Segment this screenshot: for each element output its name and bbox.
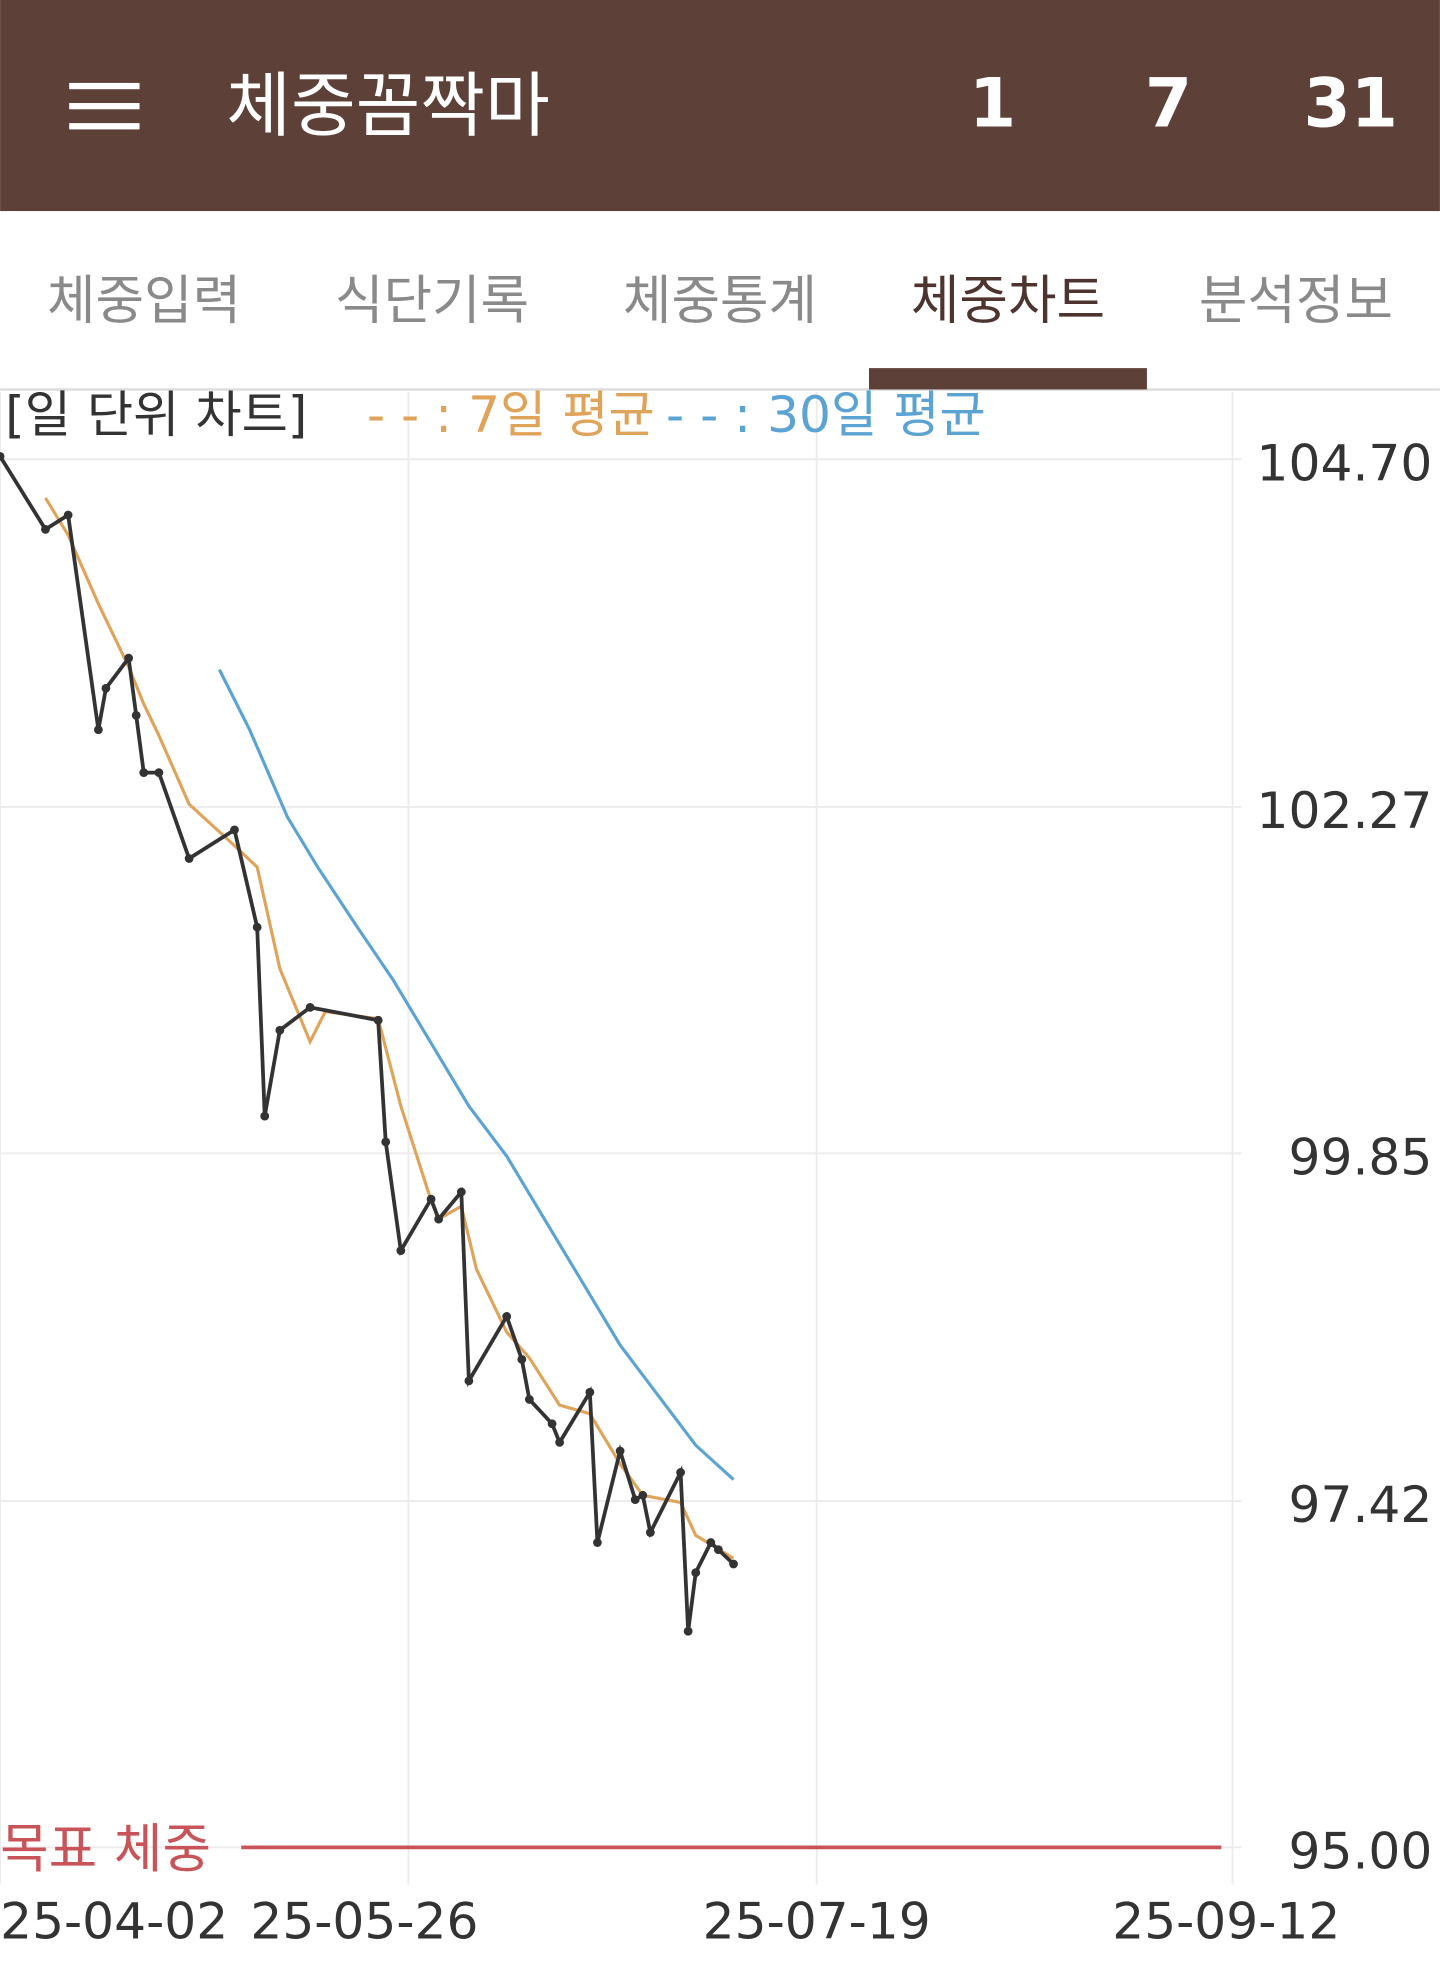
y-tick-label: 99.85 <box>1289 1127 1433 1186</box>
data-point <box>260 1111 270 1121</box>
data-point <box>615 1446 625 1456</box>
data-point <box>93 725 103 735</box>
menu-bar <box>69 82 140 90</box>
goal-label: 목표 체중 <box>0 1819 211 1880</box>
data-point <box>184 854 194 863</box>
data-point <box>41 524 50 534</box>
data-point <box>154 768 164 778</box>
legend-entry: - - : 7일 평균 <box>367 385 655 444</box>
data-point <box>676 1468 685 1477</box>
data-point <box>456 1187 466 1197</box>
data-point <box>706 1538 716 1547</box>
tab[interactable]: 체중통계 <box>623 271 817 332</box>
series-line <box>217 668 735 1481</box>
y-tick-label: 95.00 <box>1289 1821 1433 1880</box>
x-tick-label: 25-07-19 <box>703 1891 931 1950</box>
x-tick-label: 25-09-12 <box>1112 1891 1340 1950</box>
data-point <box>101 683 111 693</box>
data-point <box>502 1312 512 1321</box>
data-point <box>124 653 134 663</box>
range-button[interactable]: 1 <box>969 64 1016 143</box>
data-point <box>714 1545 723 1555</box>
data-point <box>396 1246 406 1256</box>
tab[interactable]: 체중차트 <box>911 271 1105 332</box>
data-point <box>434 1214 444 1224</box>
tab[interactable]: 분석정보 <box>1199 271 1393 332</box>
x-tick-label: 25-04-02 <box>0 1891 228 1950</box>
tab-indicator <box>869 368 1147 390</box>
data-point <box>373 1015 383 1025</box>
x-tick-label: 25-05-26 <box>250 1891 478 1950</box>
y-tick-label: 102.27 <box>1257 781 1433 840</box>
data-point <box>593 1538 602 1547</box>
data-point <box>0 451 5 461</box>
data-point <box>517 1354 527 1364</box>
data-point <box>139 768 149 778</box>
data-point <box>381 1137 391 1147</box>
data-point <box>683 1626 693 1636</box>
data-point <box>252 922 262 932</box>
tab[interactable]: 식단기록 <box>335 271 529 332</box>
chart-title: [일 단위 차트] <box>5 385 307 444</box>
legend-entry: - - : 30일 평균 <box>666 385 986 444</box>
data-point <box>638 1490 648 1500</box>
data-point <box>645 1528 655 1537</box>
data-point <box>426 1194 436 1204</box>
data-point <box>585 1387 595 1397</box>
range-button[interactable]: 31 <box>1304 64 1398 143</box>
y-tick-label: 104.70 <box>1257 433 1433 492</box>
data-point <box>547 1419 557 1429</box>
data-point <box>691 1568 701 1577</box>
data-point <box>464 1376 474 1386</box>
menu-bar <box>69 103 140 110</box>
data-point <box>729 1559 738 1569</box>
data-point <box>131 711 141 720</box>
range-button[interactable]: 7 <box>1145 64 1192 143</box>
data-point <box>305 1002 315 1012</box>
data-point <box>275 1025 285 1035</box>
data-point <box>230 825 239 835</box>
data-point <box>630 1495 640 1505</box>
data-point <box>63 510 73 520</box>
series-line <box>0 455 735 1632</box>
data-point <box>524 1395 534 1404</box>
menu-bar <box>69 123 140 130</box>
data-point <box>555 1437 565 1447</box>
app-title: 체중꼼짝마 <box>226 65 550 147</box>
app-bar <box>0 0 1440 212</box>
menu-button[interactable] <box>69 82 140 130</box>
series-line <box>44 497 735 1560</box>
y-tick-label: 97.42 <box>1289 1475 1433 1534</box>
tab[interactable]: 체중입력 <box>47 271 241 332</box>
